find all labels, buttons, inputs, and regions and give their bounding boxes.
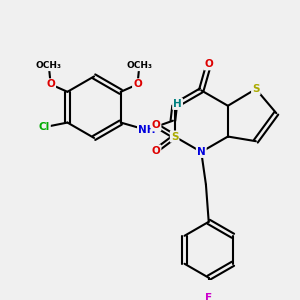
Text: O: O bbox=[46, 79, 55, 89]
Text: H: H bbox=[173, 99, 182, 109]
Text: OCH₃: OCH₃ bbox=[36, 61, 62, 70]
Text: O: O bbox=[133, 79, 142, 89]
Text: N: N bbox=[197, 147, 206, 157]
Text: O: O bbox=[152, 146, 160, 155]
Text: S: S bbox=[171, 131, 178, 142]
Text: F: F bbox=[205, 293, 212, 300]
Text: O: O bbox=[152, 120, 160, 130]
Text: S: S bbox=[252, 84, 260, 94]
Text: OCH₃: OCH₃ bbox=[126, 61, 152, 70]
Text: Cl: Cl bbox=[38, 122, 50, 132]
Text: O: O bbox=[204, 59, 213, 69]
Text: NH: NH bbox=[138, 125, 156, 135]
